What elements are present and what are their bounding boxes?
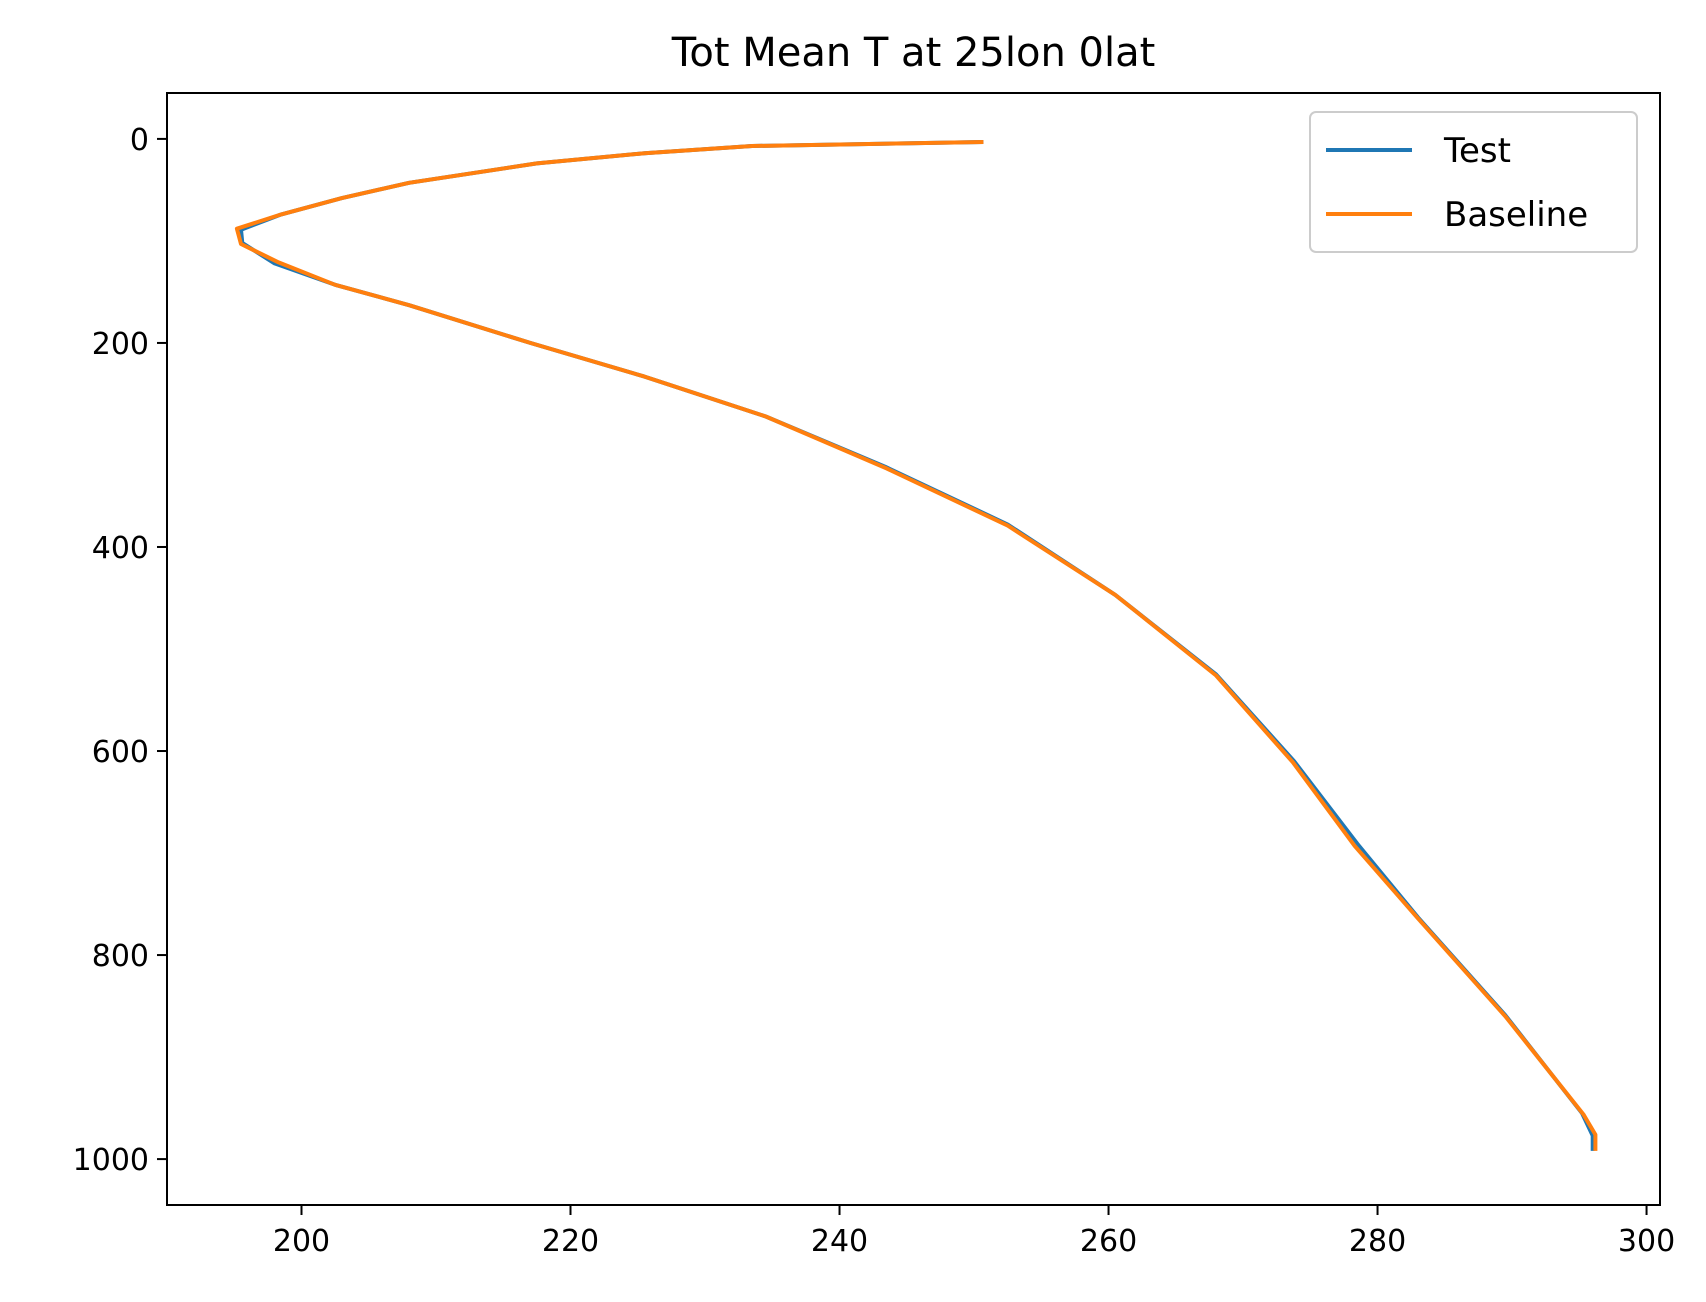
y-tick-label: 600 <box>92 735 149 770</box>
x-tick-label: 220 <box>542 1224 599 1259</box>
y-tick-label: 800 <box>92 939 149 974</box>
x-axis: 200 220 240 260 280 300 <box>273 1205 1675 1259</box>
x-tick-label: 300 <box>1618 1224 1675 1259</box>
series-layer <box>234 140 1598 1151</box>
series-line-baseline <box>234 140 1598 1151</box>
x-tick-label: 200 <box>273 1224 330 1259</box>
y-tick-label: 1000 <box>73 1143 149 1178</box>
y-axis: 0 200 400 600 800 1000 <box>73 123 167 1178</box>
chart-title: Tot Mean T at 25lon 0lat <box>671 30 1156 76</box>
plot-frame <box>166 92 1661 1206</box>
y-tick-label: 0 <box>130 123 149 158</box>
legend-box <box>1309 111 1638 253</box>
y-tick-label: 400 <box>92 531 149 566</box>
legend-label-baseline: Baseline <box>1444 195 1588 235</box>
x-tick-label: 280 <box>1349 1224 1406 1259</box>
y-tick-label: 200 <box>92 327 149 362</box>
legend-label-test: Test <box>1443 131 1511 171</box>
legend: Test Baseline <box>1309 111 1638 253</box>
x-tick-label: 260 <box>1080 1224 1137 1259</box>
x-tick-label: 240 <box>811 1224 868 1259</box>
